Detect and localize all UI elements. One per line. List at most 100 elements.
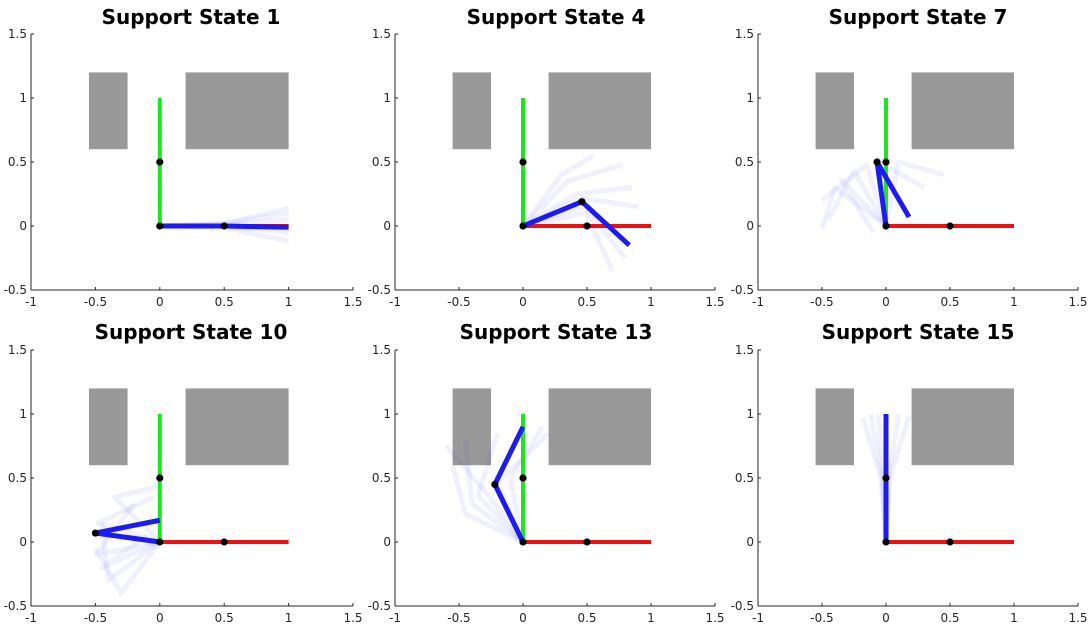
- joint-point: [946, 222, 954, 230]
- ghost-arm: [819, 185, 888, 230]
- joint-point: [578, 198, 586, 206]
- x-tick-label: -1: [25, 295, 37, 309]
- y-tick-label: 0.5: [8, 155, 27, 169]
- subplot-title: Support State 7: [829, 5, 1008, 29]
- x-tick-label: 0.5: [577, 295, 596, 309]
- subplot-6: Support State 15-0.500.511.5-1 -0.5 0 0.5 1 1…: [731, 320, 1088, 625]
- ghost-arm: [444, 444, 526, 544]
- joint-point: [882, 158, 890, 166]
- joint-point: [946, 538, 954, 546]
- joint-point: [519, 158, 527, 166]
- subplot-title: Support State 4: [467, 5, 646, 29]
- obstacle-1: [88, 72, 128, 150]
- subplot-1: Support State 1-0.500.511.5-1 -0.5 0 0.5 1 1.…: [4, 5, 363, 309]
- joint-point: [220, 538, 228, 546]
- ghost-arm: [521, 162, 624, 228]
- subplot-title: Support State 13: [460, 320, 653, 344]
- x-tick-label: 0.5: [215, 295, 234, 309]
- joint-point: [91, 529, 99, 537]
- obstacle-1: [88, 388, 128, 466]
- joint-point: [220, 222, 228, 230]
- ghost-arm: [112, 481, 167, 544]
- ghost-arm: [838, 177, 888, 234]
- y-tick-label: 0: [746, 535, 754, 549]
- x-tick-label: -1: [25, 611, 37, 625]
- joint-point: [882, 474, 890, 482]
- x-tick-label: -0.5: [810, 295, 833, 309]
- y-tick-label: -0.5: [731, 599, 754, 613]
- x-tick-label: 1: [285, 611, 293, 625]
- x-tick-label: 1.5: [343, 611, 362, 625]
- x-tick-label: -0.5: [810, 611, 833, 625]
- ghost-arm: [462, 439, 525, 545]
- x-tick-label: 1: [1010, 611, 1018, 625]
- y-tick-label: -0.5: [731, 283, 754, 297]
- x-tick-label: -0.5: [447, 295, 470, 309]
- x-tick-label: -0.5: [84, 611, 107, 625]
- joint-point: [882, 538, 890, 546]
- y-tick-label: -0.5: [4, 599, 27, 613]
- obstacle-1: [452, 388, 491, 466]
- x-tick-label: -0.5: [84, 295, 107, 309]
- y-tick-label: 0: [19, 535, 27, 549]
- x-tick-label: 0: [882, 611, 890, 625]
- y-tick-label: 1.5: [372, 27, 391, 41]
- joint-point: [583, 538, 591, 546]
- x-tick-label: 1: [647, 611, 655, 625]
- subplot-4: Support State 10-0.500.511.5-1 -0.5 0 0.5 1 1…: [4, 320, 363, 625]
- y-tick-label: 0.5: [735, 471, 754, 485]
- ghost-arm: [521, 185, 633, 229]
- ghost-arm: [521, 153, 595, 228]
- y-tick-label: 1.5: [8, 343, 27, 357]
- subplot-5: Support State 13-0.500.511.5-1 -0.5 0 0.5 1 1…: [368, 320, 725, 625]
- y-tick-label: -0.5: [368, 599, 391, 613]
- x-tick-label: 1.5: [705, 611, 724, 625]
- y-tick-label: 1.5: [372, 343, 391, 357]
- ghost-arm: [95, 494, 161, 545]
- ghost-arm: [450, 464, 525, 545]
- y-tick-label: 1.5: [735, 343, 754, 357]
- x-tick-label: 0: [156, 611, 164, 625]
- y-tick-label: 1: [19, 91, 27, 105]
- y-tick-label: 0.5: [735, 155, 754, 169]
- y-tick-label: 0.5: [372, 471, 391, 485]
- obstacle-2: [548, 72, 651, 150]
- ghost-arm: [883, 159, 945, 227]
- y-tick-label: 0: [383, 535, 391, 549]
- x-tick-label: 1.5: [343, 295, 362, 309]
- x-tick-label: 0: [156, 295, 164, 309]
- y-tick-label: 0: [383, 219, 391, 233]
- subplot-title: Support State 15: [822, 320, 1015, 344]
- y-tick-label: 0: [746, 219, 754, 233]
- x-tick-label: 0.5: [215, 611, 234, 625]
- ghost-arm: [507, 425, 545, 543]
- obstacle-2: [185, 72, 289, 150]
- x-tick-label: 0: [519, 295, 527, 309]
- obstacle-2: [911, 388, 1014, 466]
- obstacle-2: [185, 388, 289, 466]
- subplot-title: Support State 10: [95, 320, 288, 344]
- x-tick-label: 1.5: [705, 295, 724, 309]
- y-tick-label: 0: [19, 219, 27, 233]
- y-tick-label: 1.5: [8, 27, 27, 41]
- x-tick-label: 0.5: [940, 611, 959, 625]
- x-tick-label: 0.5: [940, 295, 959, 309]
- joint-point: [491, 480, 499, 488]
- y-tick-label: 1: [746, 91, 754, 105]
- joint-point: [882, 222, 890, 230]
- subplot-title: Support State 1: [102, 5, 281, 29]
- joint-point: [519, 474, 527, 482]
- x-tick-label: 1: [285, 295, 293, 309]
- joint-point: [519, 538, 527, 546]
- obstacle-1: [815, 388, 854, 466]
- x-tick-label: 1.5: [1068, 295, 1087, 309]
- subplot-2: Support State 4-0.500.511.5-1 -0.5 0 0.5 1 1.…: [368, 5, 725, 309]
- obstacle-2: [548, 388, 651, 466]
- x-tick-label: 0: [882, 295, 890, 309]
- x-tick-label: -0.5: [447, 611, 470, 625]
- x-tick-label: 0.5: [577, 611, 596, 625]
- y-tick-label: 1: [19, 407, 27, 421]
- y-tick-label: 1.5: [735, 27, 754, 41]
